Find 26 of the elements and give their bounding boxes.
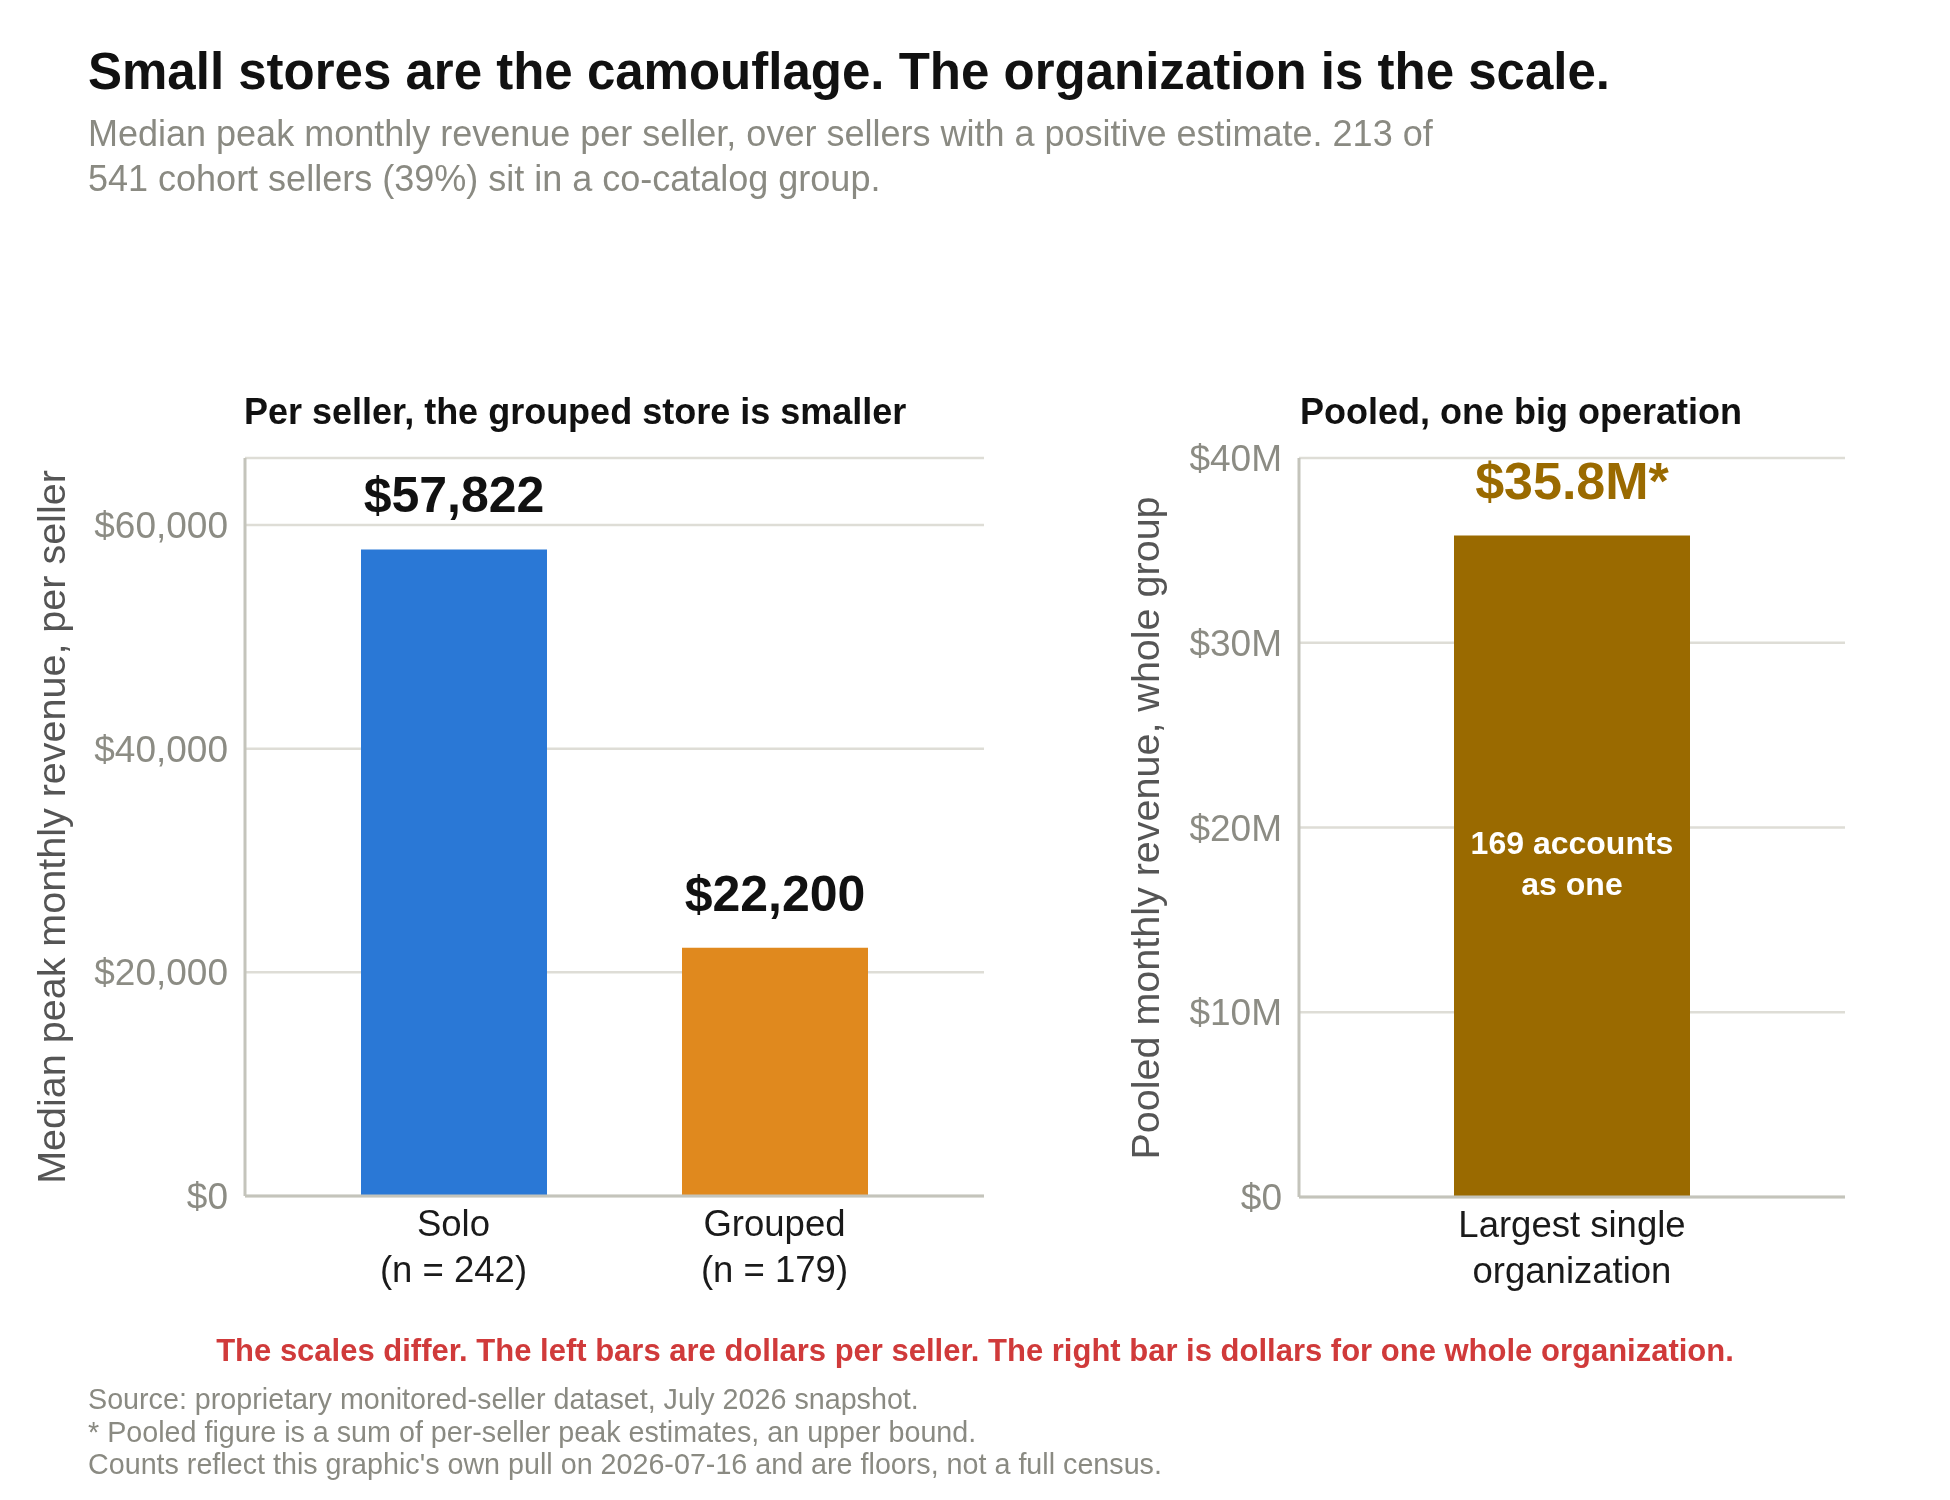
annotation: 169 accounts as one bbox=[1469, 824, 1675, 905]
y-axis-title: Pooled monthly revenue, whole group bbox=[1122, 495, 1168, 1160]
y-tick-label: $20,000 bbox=[94, 952, 228, 994]
x-tick-label: Grouped (n = 179) bbox=[700, 1203, 849, 1290]
y-axis-title: Median peak monthly revenue, per seller bbox=[28, 470, 74, 1184]
text: Small stores are the camouflage. The organization is the scale. bbox=[88, 43, 1610, 101]
y-tick-label: $0 bbox=[1240, 1177, 1282, 1219]
y-tick-label: $40,000 bbox=[94, 728, 228, 770]
x-tick-label: Solo (n = 242) bbox=[379, 1203, 528, 1290]
y-tick-label: $0 bbox=[186, 1176, 228, 1218]
chart-title: Per seller, the grouped store is smaller bbox=[244, 391, 907, 433]
y-tick-label: $40M bbox=[1189, 438, 1282, 480]
text: The scales differ. The left bars are dollars per seller. The right bar is dollars for one whole organization. bbox=[216, 1333, 1734, 1368]
data-label: $35.8M* bbox=[1475, 451, 1670, 510]
y-tick-label: $20M bbox=[1189, 807, 1282, 849]
data-label: $57,822 bbox=[363, 467, 545, 524]
y-tick-label: $30M bbox=[1189, 622, 1282, 664]
x-tick-label: Largest single organization bbox=[1458, 1204, 1686, 1291]
text: * Pooled figure is a sum of per-seller peak estimates, an upper bound. bbox=[88, 1415, 977, 1448]
text: Counts reflect this graphic's own pull on 2026-07-16 and are floors, not a full census. bbox=[88, 1448, 1162, 1480]
chart-title: Pooled, one big operation bbox=[1300, 391, 1743, 433]
text: Median peak monthly revenue per seller, over sellers with a positive estimate. 213 of 541 cohort sellers (39%) sit in a co-catalog group. bbox=[88, 112, 1434, 201]
source-note: Source: proprietary monitored-seller dataset, July 2026 snapshot. bbox=[88, 1383, 919, 1415]
data-label: $22,200 bbox=[684, 865, 866, 922]
y-tick-label: $60,000 bbox=[94, 505, 228, 547]
y-tick-label: $10M bbox=[1189, 992, 1282, 1034]
